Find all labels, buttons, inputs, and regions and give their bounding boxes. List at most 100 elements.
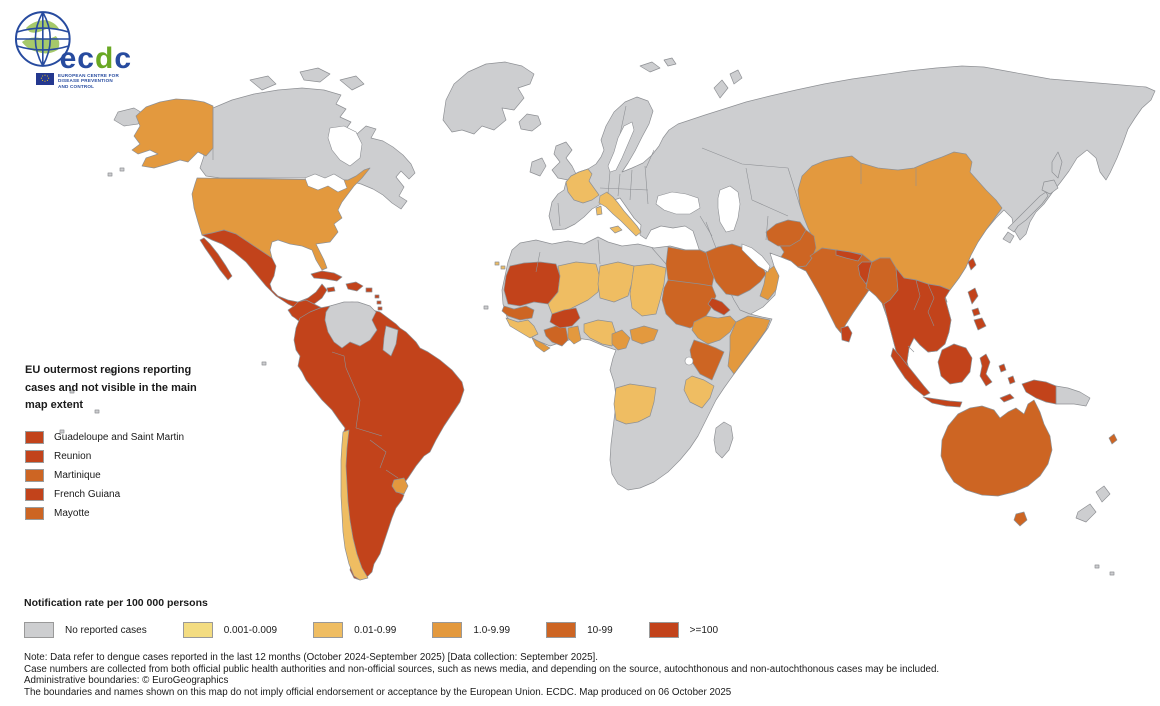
map-region-niger (597, 261, 635, 303)
map-region-sulawesi (979, 353, 993, 387)
map-region-madagascar (713, 421, 734, 459)
legend-item-french-guiana: French Guiana (25, 487, 230, 501)
rate-class-001-099: 0.01-0.99 (313, 622, 396, 638)
org-line: EUROPEAN CENTRE FOR (58, 73, 119, 78)
legend-item-label: Mayotte (54, 507, 90, 519)
eu-flag-icon (36, 73, 54, 85)
map-region-arctic-islands (339, 75, 365, 91)
map-region-papua-new-guinea (1055, 385, 1091, 407)
map-region-suriname (382, 325, 399, 357)
rate-class-100-plus: >=100 (648, 622, 718, 638)
map-region-uruguay (391, 477, 409, 495)
map-region-oman (759, 265, 780, 301)
legend-swatch (25, 468, 44, 482)
persian-gulf (741, 243, 771, 273)
map-region-canary-islands (494, 261, 506, 270)
map-region-senegal (501, 305, 535, 321)
rate-swatch (313, 622, 344, 638)
map-region-chukotka-west (113, 107, 145, 127)
ecdc-wordmark: ecdc (59, 42, 132, 75)
footnote-line: Note: Data refer to dengue cases reporte… (24, 652, 598, 663)
org-line: DISEASE PREVENTION (58, 78, 113, 84)
map-region-java (922, 396, 963, 408)
map-region-taiwan (967, 257, 977, 271)
map-region-nepal (835, 249, 863, 262)
legend-item-martinique: Martinique (25, 468, 230, 482)
map-region-kenya (689, 339, 725, 381)
map-region-eritrea (707, 297, 731, 316)
map-region-philippines (967, 287, 987, 331)
map-region-guinea (505, 317, 539, 339)
ecdc-globe-icon (14, 11, 71, 67)
rate-swatch (182, 622, 213, 638)
map-region-mali (547, 261, 601, 315)
outermost-legend-title-line: cases and not visible in the main (25, 381, 197, 394)
rate-swatch (546, 622, 577, 638)
map-region-chad (629, 263, 667, 317)
legend-item-mayotte: Mayotte (25, 506, 230, 520)
map-region-new-zealand (1095, 485, 1111, 503)
inland-water (304, 121, 771, 366)
footnote-line: The boundaries and names shown on this m… (24, 686, 732, 698)
map-region-sakhalin (1051, 151, 1063, 179)
map-region-pacific-islands (59, 167, 1115, 576)
map-region-mexico (201, 229, 328, 311)
rate-class-0001-0009: 0.001-0.009 (182, 622, 278, 638)
caspian-sea (717, 185, 741, 233)
map-region-tanzania (683, 375, 715, 409)
map-region-svalbard (639, 61, 661, 73)
black-sea (655, 191, 701, 215)
map-region-hispaniola (345, 281, 364, 292)
legend-item-label: Martinique (54, 469, 101, 481)
legend-swatch (25, 449, 44, 463)
rate-class-1-999: 1.0-9.99 (432, 622, 510, 638)
map-region-novaya-zemlya (713, 79, 729, 99)
map-region-ghana (567, 325, 582, 345)
map-region-tasmania (1013, 511, 1028, 527)
map-region-new-zealand (1075, 503, 1097, 523)
rate-class-no-cases: No reported cases (24, 622, 147, 638)
legend-item-reunion: Reunion (25, 449, 230, 463)
map-region-burkina-faso (549, 307, 581, 329)
legend-swatch (25, 506, 44, 520)
map-region-baja-california (199, 237, 233, 281)
map-region-novaya-zemlya (729, 69, 743, 85)
notification-rate-legend: Notification rate per 100 000 persons No… (24, 597, 1124, 638)
map-region-iceland (518, 113, 542, 132)
map-region-greenland (442, 61, 535, 135)
outermost-legend-title-line: map extent (25, 399, 84, 411)
outermost-regions-legend: EU outermost regions reporting cases and… (25, 362, 230, 526)
map-region-sumatra (890, 347, 931, 397)
rate-class-label: 0.001-0.009 (223, 624, 278, 636)
map-region-lesser-antilles (374, 294, 383, 311)
map-region-south-america (293, 301, 465, 581)
map-region-timor (999, 393, 1015, 403)
hudson-bay (327, 125, 363, 167)
legend-swatch (25, 430, 44, 444)
map-region-sri-lanka (840, 325, 853, 343)
map-region-alaska (131, 98, 214, 169)
footnote-line: Administrative boundaries: © EuroGeograp… (24, 675, 229, 687)
map-region-japan (1007, 191, 1049, 233)
rate-class-label: 1.0-9.99 (473, 624, 511, 636)
map-region-arctic-islands (299, 67, 331, 83)
map-footnotes: Note: Data refer to dengue cases reporte… (24, 652, 1144, 698)
map-region-central-african-republic (629, 325, 659, 345)
map-region-liberia (531, 337, 551, 353)
map-region-egypt (665, 246, 715, 287)
legend-item-label: Guadeloupe and Saint Martin (54, 431, 185, 443)
map-region-japan (1002, 231, 1015, 244)
baltic-sea (607, 121, 635, 173)
map-region-arctic-islands (249, 75, 277, 91)
lake-victoria (684, 356, 694, 366)
ecdc-logo: ecdc EUROPEAN CENTRE FOR DISEASE PREVENT… (12, 8, 132, 89)
map-region-puerto-rico (365, 287, 373, 293)
map-region-cuba (310, 270, 343, 282)
map-region-venezuela (324, 301, 378, 349)
org-line: AND CONTROL (58, 83, 95, 89)
legend-item-label: Reunion (54, 450, 92, 462)
map-region-united-kingdom (551, 141, 577, 181)
map-region-moluccas (998, 363, 1016, 385)
